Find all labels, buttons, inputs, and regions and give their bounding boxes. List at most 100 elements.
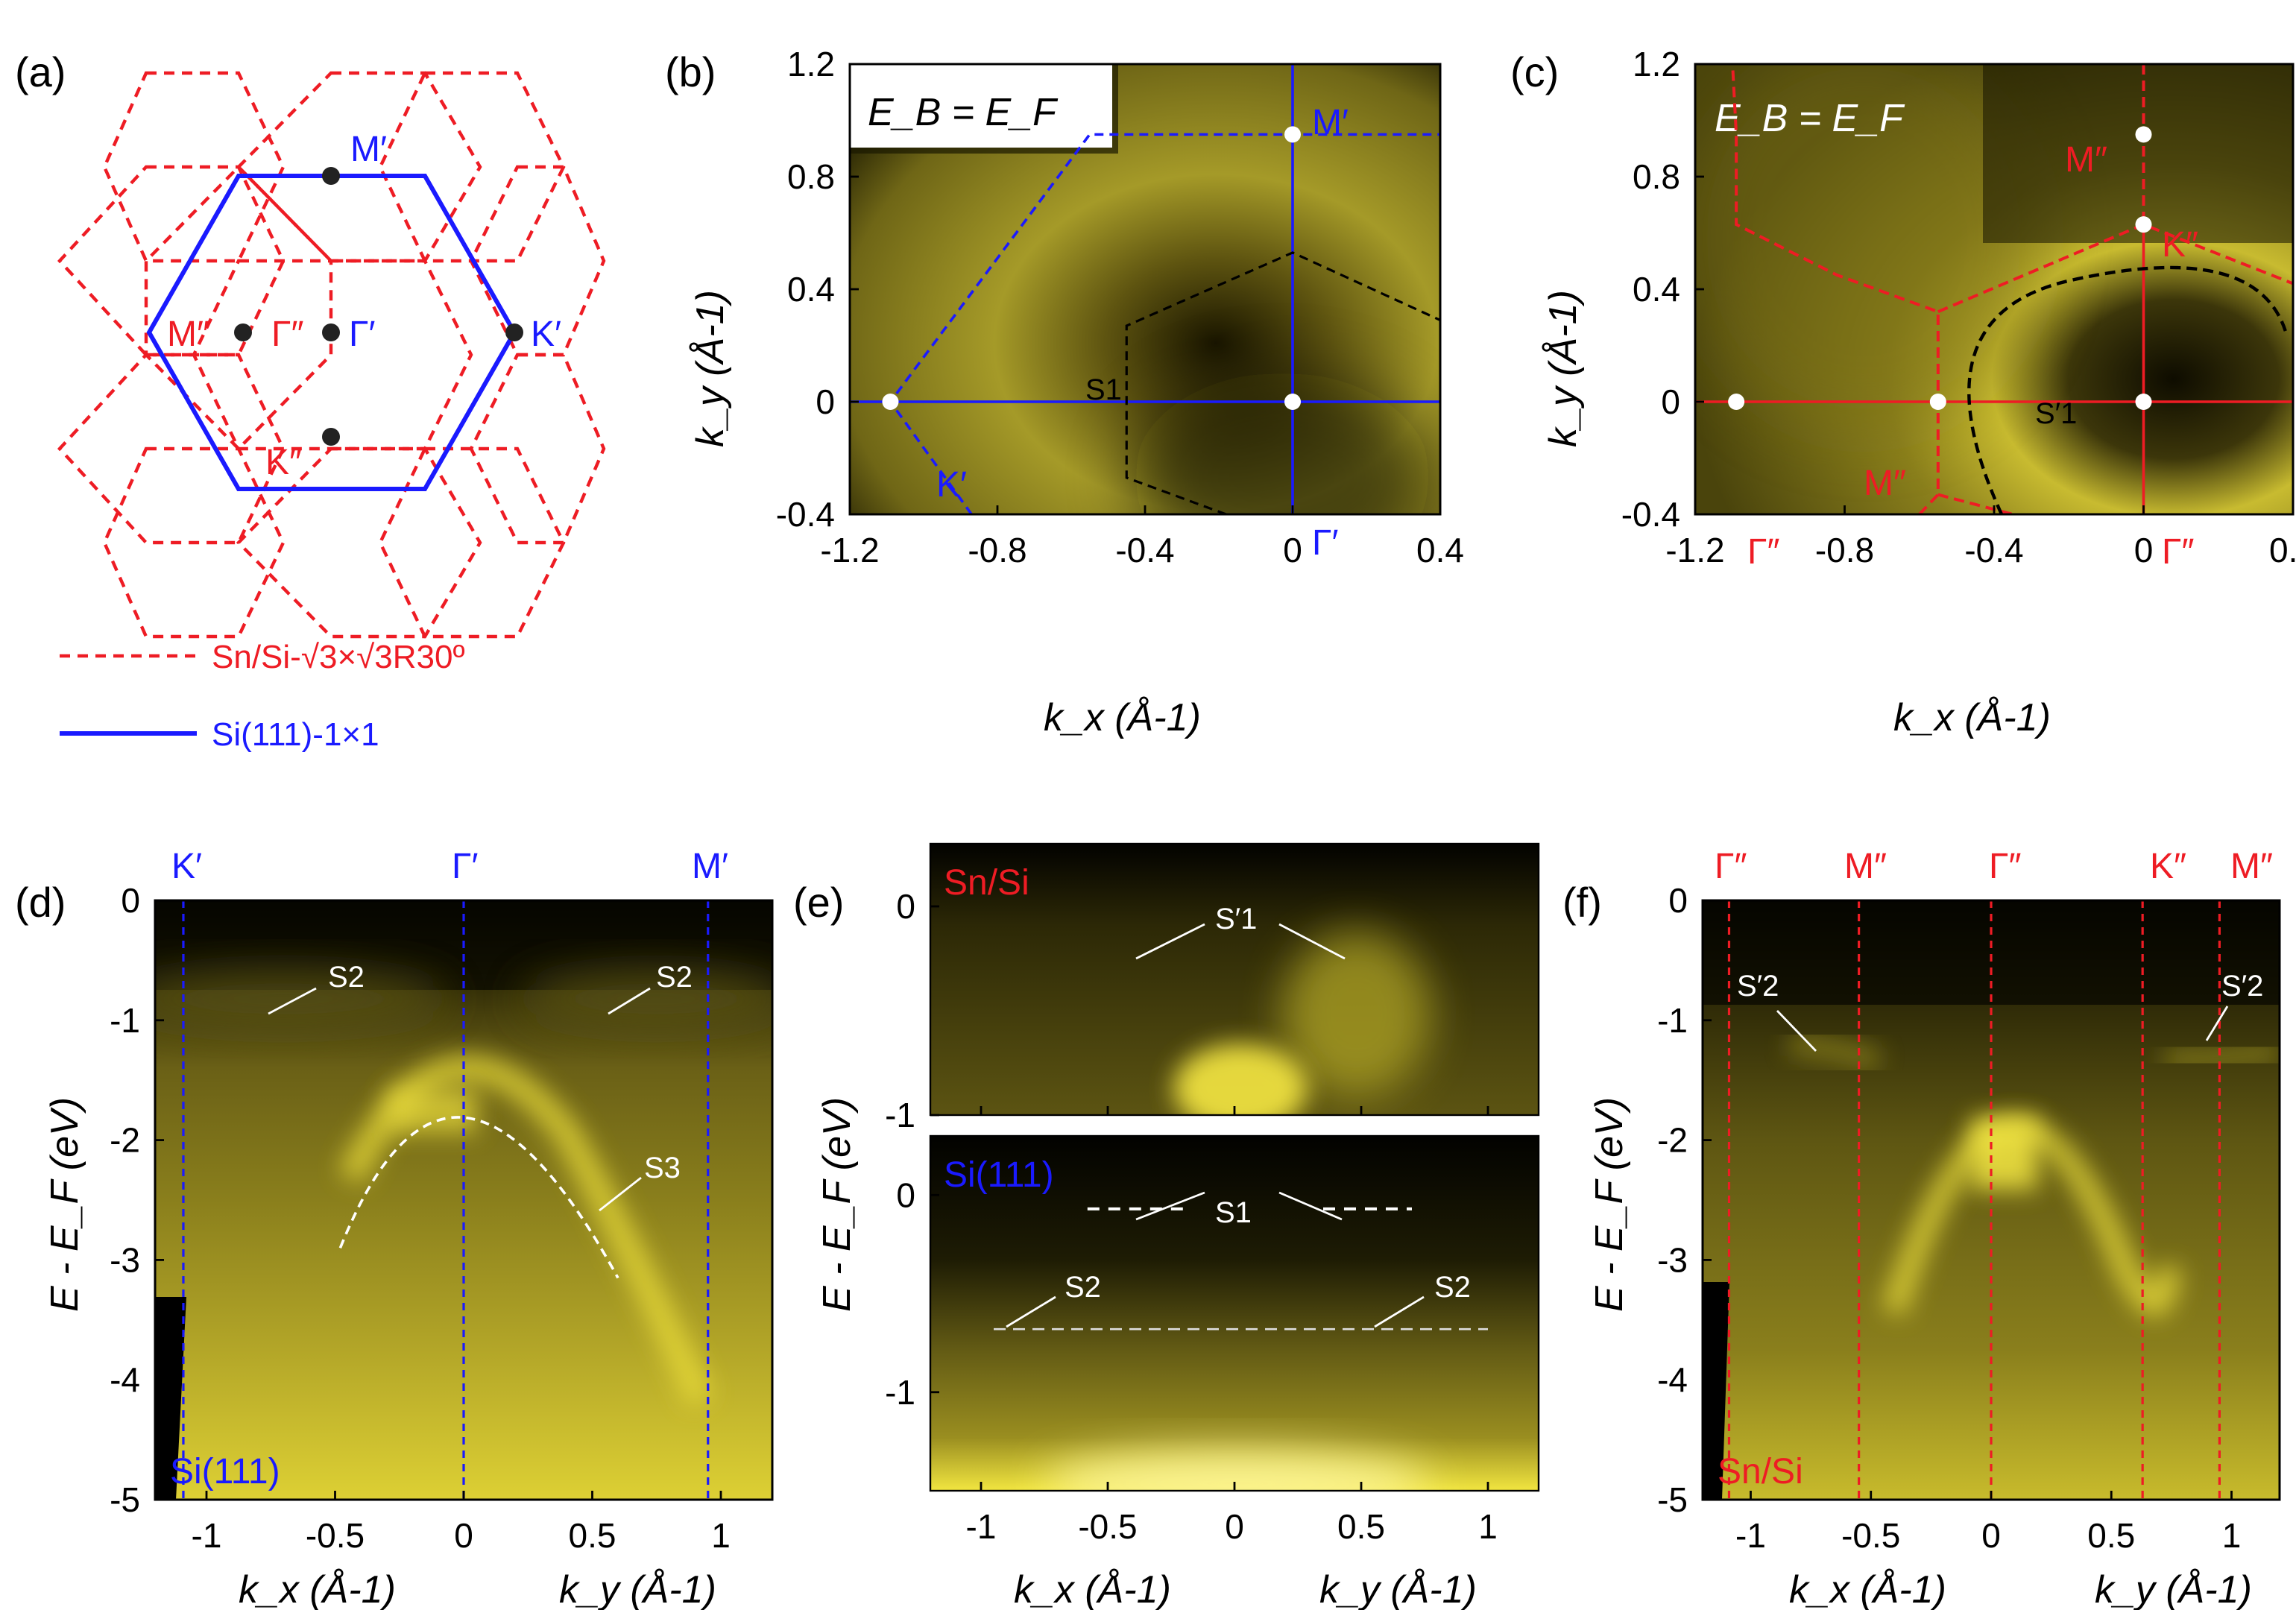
x-tick-label: -1 — [966, 1507, 997, 1546]
y-tick-label: 0 — [896, 1175, 915, 1214]
y-tick-label: -0.4 — [776, 495, 835, 534]
label-gamma-double-prime-f-1: Γ″ — [1715, 847, 1747, 886]
x-tick-label: -0.5 — [1078, 1507, 1137, 1546]
label-s1-b: S1 — [1085, 373, 1122, 406]
s2-prime-pointer-right — [2205, 1006, 2229, 1041]
panel-f-tag: Sn/Si — [1718, 1452, 1803, 1491]
sn-bz-hexagon — [102, 446, 286, 639]
point-m-double-prime — [234, 323, 252, 341]
x-tick-label: -0.8 — [968, 531, 1026, 569]
panel-e-top-tag: Sn/Si — [944, 863, 1029, 903]
panel-f-s2-right-band — [2163, 1039, 2280, 1071]
y-tick-label: 0 — [816, 382, 835, 421]
label-m-prime-b: M′ — [1312, 103, 1349, 142]
y-tick-label: -0.4 — [1621, 495, 1680, 534]
panel-c-overlay — [1695, 63, 2294, 516]
label-m-double-prime-f-2: M″ — [2230, 847, 2273, 886]
sn-bz-hexagon — [102, 71, 286, 263]
panel-b-axes: -1.2 -0.8 -0.4 0 0.4 -0.4 0 0.4 0.8 1.2 — [776, 45, 1464, 569]
panel-b-label: (b) — [665, 48, 716, 95]
panel-e-bottom-intensity — [930, 1136, 1539, 1491]
y-tick-label: 0 — [121, 881, 140, 920]
y-tick-label: 0.4 — [1633, 270, 1680, 309]
label-m-prime: M′ — [350, 130, 387, 169]
panel-c-xlabel: k_x (Å-1) — [1893, 696, 2051, 739]
label-gamma-double-prime-c-center: Γ″ — [2162, 532, 2194, 572]
y-tick-label: -2 — [1657, 1121, 1688, 1160]
panel-d-label: (d) — [15, 879, 66, 926]
y-tick-label: 0.8 — [1633, 157, 1680, 196]
panel-d-edge-shadow — [155, 1297, 186, 1500]
panel-d-tag: Si(111) — [170, 1452, 280, 1491]
panel-d-xlabel-ky: k_y (Å-1) — [559, 1568, 716, 1610]
label-s2-prime-f-left: S′2 — [1737, 970, 1779, 1003]
panel-c-ylabel: k_y (Å-1) — [1542, 290, 1585, 447]
panel-e-xlabel-kx: k_x (Å-1) — [1014, 1568, 1171, 1610]
sn-bz-hexagon — [469, 353, 606, 545]
x-tick-label: -1 — [192, 1516, 222, 1555]
sn-bz-boundary-bottom — [1937, 493, 2013, 516]
label-s2-prime-f-right: S′2 — [2221, 970, 2263, 1003]
label-s2-e-right: S2 — [1434, 1271, 1471, 1304]
panel-d-overlay — [182, 900, 710, 1500]
panel-e-ylabel: E - E_F (eV) — [816, 1097, 859, 1312]
panel-c-axes: -1.2 -0.8 -0.4 0 0.4 -0.4 0 0.4 0.8 1.2 — [1621, 45, 2296, 569]
si-1x1-bz-hexagon — [146, 174, 517, 491]
panel-f-edge-shadow — [1703, 1282, 1729, 1500]
x-tick-label: 1 — [711, 1516, 731, 1555]
label-s3-d: S3 — [644, 1152, 681, 1184]
label-k-double-prime-f: K″ — [2150, 847, 2186, 886]
s3-dispersion-guide — [338, 1116, 619, 1279]
y-tick-label: 1.2 — [1633, 45, 1680, 83]
panel-b-xlabel: k_x (Å-1) — [1044, 696, 1201, 739]
panel-d: (d) S2 S2 S3 Si(111) -1 -0.5 0 0.5 10-1-2-3-… — [15, 847, 774, 1610]
point-k-prime — [505, 323, 523, 341]
x-tick-label: -1 — [1735, 1516, 1766, 1555]
y-tick-label: -1 — [1657, 1001, 1688, 1040]
x-tick-label: -0.4 — [1115, 531, 1174, 569]
label-gamma-double-prime: Γ″ — [271, 315, 303, 354]
x-tick-label: -1.2 — [1665, 531, 1724, 569]
s1-prime-contour — [1967, 265, 2288, 515]
panel-f-label: (f) — [1562, 879, 1602, 926]
high-symmetry-point — [2135, 394, 2152, 410]
panel-a-label: (a) — [15, 48, 66, 95]
label-k-double-prime: K″ — [265, 443, 302, 482]
y-tick-label: 0 — [1661, 382, 1680, 421]
label-m-prime-d: M′ — [692, 847, 728, 886]
label-m-double-prime-f-1: M″ — [1844, 847, 1887, 886]
label-s1-prime-c: S′1 — [2035, 397, 2077, 430]
label-gamma-prime-b: Γ′ — [1312, 523, 1338, 563]
s2-prime-pointer-left — [1776, 1010, 1817, 1052]
x-tick-label: 0.4 — [1416, 531, 1464, 569]
panel-b: (b) E_B = E_F M′ K′ Γ′ S1 -1.2 -0.8 -0.4 0 0… — [665, 45, 1464, 739]
high-symmetry-point — [882, 394, 899, 410]
point-m-prime — [322, 167, 340, 185]
x-tick-label: 0.5 — [1337, 1507, 1385, 1546]
sn-bz-hexagon — [57, 165, 286, 357]
panel-f: (f) S′2 S′2 Sn/Si -1 -0.5 0 0.5 1 0 -1 -2 -3 -4 -5… — [1562, 847, 2281, 1610]
y-tick-label: -4 — [1657, 1360, 1688, 1399]
panel-b-overlay — [850, 64, 1441, 516]
panel-d-ylabel: E - E_F (eV) — [43, 1097, 86, 1312]
y-tick-label: -5 — [1657, 1480, 1688, 1519]
panel-e-label: (e) — [793, 879, 844, 926]
label-m-double-prime: M″ — [167, 315, 209, 354]
panel-e-bottom-tag: Si(111) — [944, 1155, 1054, 1195]
x-tick-label: -0.8 — [1815, 531, 1874, 569]
panel-c-glow — [1695, 64, 2043, 432]
x-tick-label: 0 — [454, 1516, 473, 1555]
y-tick-label: -4 — [110, 1360, 140, 1399]
sn-bz-hexagon-center — [192, 259, 473, 451]
s1-contour — [1125, 251, 1441, 516]
panel-f-top-glow — [1971, 1118, 2038, 1190]
s3-pointer — [599, 1176, 642, 1212]
s1-prime-pointer-right — [1278, 923, 1346, 960]
panel-e-axes: 0 -1 -1 -0.5 0 0.5 1 0 -1 — [885, 887, 1498, 1546]
panel-f-band-glow — [1882, 1117, 2181, 1316]
panel-b-dark-pocket — [1133, 373, 1431, 514]
x-tick-label: 0.5 — [2087, 1516, 2135, 1555]
panel-c-energy-label: E_B = E_F — [1715, 97, 1905, 140]
y-tick-label: -5 — [110, 1480, 140, 1519]
